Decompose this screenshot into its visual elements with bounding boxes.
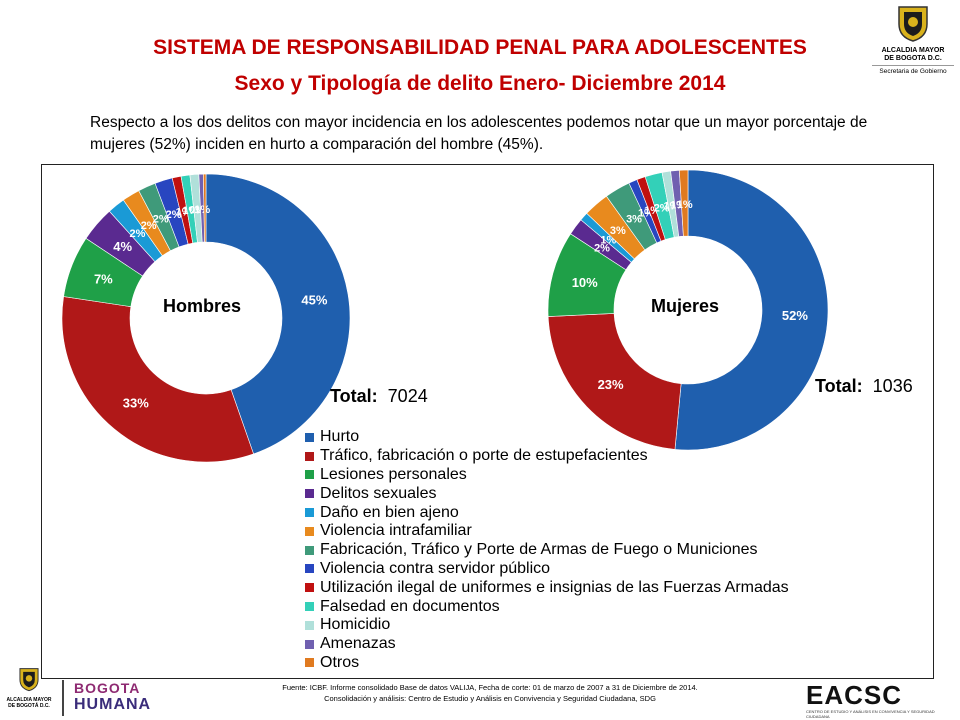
legend-swatch — [305, 639, 314, 649]
donut-slice — [205, 173, 351, 455]
legend-label: Falsedad en documentos — [320, 597, 500, 615]
humana-line-2: HUMANA — [74, 696, 152, 713]
total-label-hombres: Total: — [330, 386, 378, 406]
legend-swatch — [305, 620, 314, 630]
footer-logo-line-2: DE BOGOTÁ D.C. — [8, 703, 50, 709]
slice-label: 4% — [113, 239, 132, 254]
total-mujeres: Total: 1036 — [815, 376, 913, 396]
legend-label: Utilización ilegal de uniformes e insign… — [320, 578, 789, 596]
slice-label: 2% — [141, 220, 157, 232]
legend-item: Delitos sexuales — [305, 484, 789, 503]
legend-swatch — [305, 564, 314, 574]
legend-label: Delitos sexuales — [320, 484, 437, 502]
legend-label: Daño en bien ajeno — [320, 503, 459, 521]
legend-item: Amenazas — [305, 635, 789, 654]
intro-paragraph: Respecto a los dos delitos con mayor inc… — [90, 114, 868, 153]
donut-slice — [674, 169, 829, 451]
eacsc-logo: EACSC CENTRO DE ESTUDIO Y ANÁLISIS EN CO… — [806, 680, 946, 719]
donut-hombres: 45%33%7%4%2%2%2%2%1%1%0%1% — [61, 173, 351, 463]
slice-label: 45% — [301, 293, 327, 308]
eacsc-title: EACSC — [806, 680, 903, 710]
legend-item: Daño en bien ajeno — [305, 503, 789, 522]
legend-swatch — [305, 508, 314, 518]
legend-item: Lesiones personales — [305, 466, 789, 485]
coat-of-arms-icon — [19, 668, 39, 692]
legend-swatch — [305, 545, 314, 555]
footer-source-line: Fuente: ICBF. Informe consolidado Base d… — [282, 683, 698, 692]
total-value-mujeres: 1036 — [873, 376, 913, 396]
chart-frame — [41, 164, 934, 679]
legend-label: Tráfico, fabricación o porte de estupefa… — [320, 447, 648, 465]
page-subtitle: Sexo y Tipología de delito Enero- Diciem… — [234, 72, 726, 95]
slice-label: 33% — [123, 396, 149, 411]
legend-item: Otros — [305, 654, 789, 673]
legend-swatch — [305, 489, 314, 499]
legend-label: Otros — [320, 653, 360, 671]
legend-swatch — [305, 602, 314, 612]
donut-slice — [678, 169, 689, 237]
legend-swatch — [305, 432, 314, 442]
footer-logo-line-1: ALCALDIA MAYOR — [6, 697, 52, 703]
bogota-humana-logo: BOGOTA HUMANA — [62, 680, 151, 716]
slice-label: 7% — [94, 271, 113, 286]
legend-swatch — [305, 451, 314, 461]
legend-item: Tráfico, fabricación o porte de estupefa… — [305, 447, 789, 466]
slice-label: 2% — [594, 242, 610, 254]
donut-slice — [203, 173, 207, 243]
legend-item: Falsedad en documentos — [305, 597, 789, 616]
slice-label: 2% — [166, 209, 182, 221]
legend-swatch — [305, 470, 314, 480]
donut-slice — [547, 313, 682, 450]
legend-label: Amenazas — [320, 635, 396, 653]
humana-line-1: BOGOTA — [74, 680, 141, 696]
legend-label: Homicidio — [320, 616, 391, 634]
legend-label: Violencia intrafamiliar — [320, 522, 472, 540]
legend-item: Hurto — [305, 428, 789, 447]
slice-label: 23% — [598, 377, 624, 392]
chart-legend: Hurto Tráfico, fabricación o porte de est… — [305, 428, 789, 672]
slice-label: 2% — [129, 228, 145, 240]
legend-item: Utilización ilegal de uniformes e insign… — [305, 578, 789, 597]
page-title: SISTEMA DE RESPONSABILIDAD PENAL PARA AD… — [153, 36, 807, 59]
total-value-hombres: 7024 — [388, 386, 428, 406]
legend-label: Violencia contra servidor público — [320, 559, 551, 577]
slice-label: 10% — [572, 275, 598, 290]
legend-label: Fabricación, Tráfico y Porte de Armas de… — [320, 541, 758, 559]
donut-slice — [61, 296, 254, 463]
legend-label: Hurto — [320, 428, 360, 446]
logo-line-3: Secretaria de Gobierno — [872, 65, 954, 75]
coat-of-arms-icon — [898, 6, 928, 42]
center-label-hombres: Hombres — [163, 296, 241, 316]
legend-item: Homicidio — [305, 616, 789, 635]
eacsc-caption: CENTRO DE ESTUDIO Y ANÁLISIS EN CONVIVEN… — [806, 709, 935, 719]
logo-line-1: ALCALDIA MAYOR — [881, 47, 945, 54]
legend-swatch — [305, 658, 314, 668]
slice-label: 1% — [677, 199, 693, 211]
slice-label: 3% — [626, 214, 642, 226]
total-label-mujeres: Total: — [815, 376, 863, 396]
logo-line-2: DE BOGOTA D.C. — [884, 55, 942, 62]
legend-item: Fabricación, Tráfico y Porte de Armas de… — [305, 541, 789, 560]
footer-analysis-line: Consolidación y análisis: Centro de Estu… — [324, 694, 656, 703]
donut-mujeres: 52%23%10%2%1%3%3%1%1%2%1%1%1% — [547, 169, 829, 451]
slice-label: 1% — [194, 204, 210, 216]
source-footer: Fuente: ICBF. Informe consolidado Base d… — [180, 682, 800, 704]
slice-label: 2% — [654, 202, 670, 214]
legend-item: Violencia intrafamiliar — [305, 522, 789, 541]
legend-item: Violencia contra servidor público — [305, 560, 789, 579]
slice-label: 2% — [153, 214, 169, 226]
center-label-mujeres: Mujeres — [651, 296, 719, 316]
legend-swatch — [305, 583, 314, 593]
alcaldia-logo-footer: ALCALDIA MAYOR DE BOGOTÁ D.C. — [4, 666, 54, 709]
slice-label: 52% — [782, 308, 808, 323]
alcaldia-logo-header: ALCALDIA MAYOR DE BOGOTA D.C. Secretaria… — [872, 4, 954, 75]
legend-label: Lesiones personales — [320, 465, 467, 483]
legend-swatch — [305, 526, 314, 536]
total-hombres: Total: 7024 — [330, 386, 428, 406]
slice-label: 3% — [610, 225, 626, 237]
